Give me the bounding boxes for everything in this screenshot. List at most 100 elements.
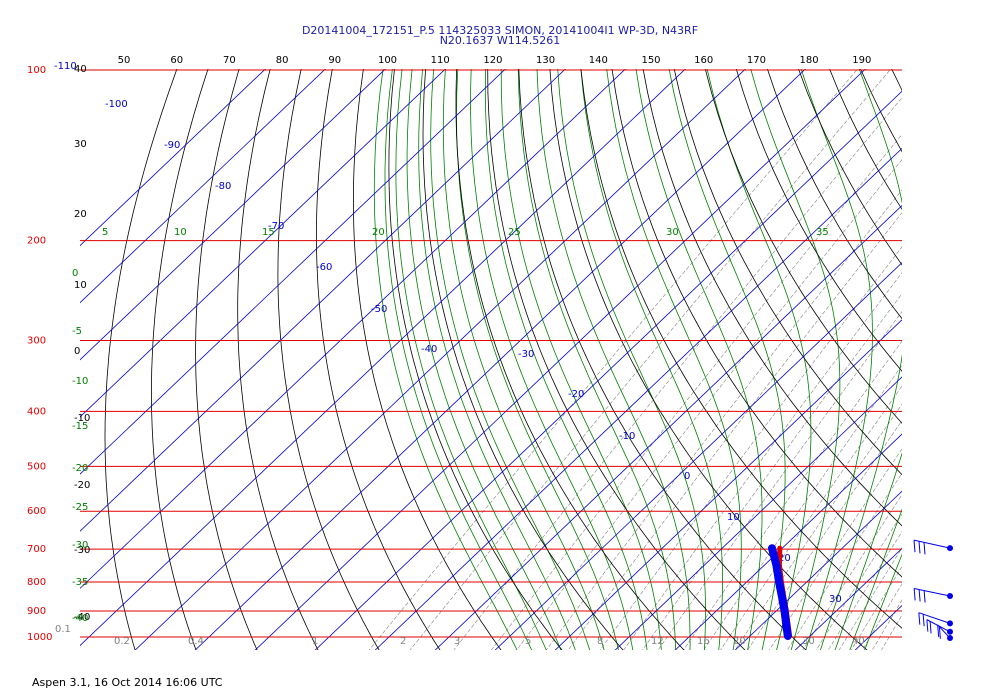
wind-barb-shaft [913,539,951,549]
mixing-ratio-line [703,364,902,650]
moist-adiabat-label: 25 [508,227,521,238]
mixing-ratio-label: 2 [400,636,406,647]
isotherm-label: 20 [778,553,791,564]
dewpoint-profile-point [784,632,792,640]
moist-adiabat-left-label: -10 [72,376,88,387]
pressure-tick-label: 200 [27,236,46,247]
moist-adiabat-line [517,69,677,650]
isotherm-line [80,69,566,532]
dewpoint-profile-point [772,561,781,569]
mixing-ratio-line [881,614,902,650]
mixing-ratio-label: 0.1 [55,624,71,635]
sounding-profiles [768,544,793,640]
isotherm-label: -30 [518,349,534,360]
dry-adiabat-line [910,43,1000,650]
isotherm-line [80,69,386,361]
mixing-ratio-line [720,385,902,650]
isotherm-line [314,90,902,650]
dry-adiabat-line [150,69,209,650]
isotherm-line [494,262,902,650]
isotherm-label: -110 [54,61,77,72]
isotherm-line [854,604,902,650]
mixing-ratio-line [827,531,902,650]
mixing-ratio-line [872,599,902,650]
mixing-ratio-label: 40 [852,636,865,647]
dry-adiabat-line [829,69,902,210]
dry-adiabat-line [941,43,1000,650]
dry-adiabat-line [549,69,868,650]
theta-top-label: 180 [800,55,819,66]
wind-barb-feather [923,590,926,603]
pressure-tick-label: 500 [27,461,46,472]
dry-adiabat-label: -30 [74,545,90,556]
dry-adiabat-line [352,69,502,650]
moist-adiabat-left-label: -15 [72,421,88,432]
moist-adiabat-line [819,69,902,650]
isotherm-label: 30 [829,594,842,605]
mixing-ratio-line [657,311,902,650]
wind-barb-feather [937,624,940,637]
dewpoint-profile-point [775,577,783,585]
moist-adiabat-line [500,69,662,650]
isotherm-line [134,69,746,650]
pressure-tick-label: 700 [27,544,46,555]
mixing-ratio-label: 5 [525,636,531,647]
moist-adiabat-label: 30 [666,227,679,238]
dry-adiabat-line [673,69,902,476]
wind-barb-feather [913,540,916,553]
wind-barb-feather [922,614,925,627]
moist-adiabat-left-label: 0 [72,268,78,279]
dewpoint-profile-point [782,619,790,628]
pressure-tick-label: 300 [27,336,46,347]
moist-adiabat-line [536,69,691,650]
dry-adiabat-line [237,69,319,650]
moist-adiabat-line [750,69,841,650]
theta-top-label: 50 [118,55,131,66]
isotherm-line [80,69,506,475]
wind-barbs [913,539,953,641]
footer-text: Aspen 3.1, 16 Oct 2014 16:06 UTC [32,676,223,689]
mixing-ratio-line [683,340,902,650]
isotherm-line [975,43,1000,650]
isotherm-line [80,69,686,647]
mixing-ratio-label: 12 [651,636,664,647]
moist-adiabat-left-label: -30 [72,540,88,551]
mixing-ratio-line [623,272,902,650]
mixing-ratio-line [838,547,902,650]
mixing-ratio-label: 16 [697,636,710,647]
pressure-tick-label: 800 [27,577,46,588]
dry-adiabat-label: -40 [74,612,90,623]
dry-adiabat-line [455,69,685,650]
mixing-ratio-line [802,494,902,650]
mixing-ratio-line [545,189,902,650]
dry-adiabat-line [642,69,902,527]
moist-adiabat-line [456,69,619,650]
isotherm-line [80,69,446,418]
wind-barb-feather [929,621,932,634]
dewpoint-profile-point [768,544,776,552]
wind-barb-feather [923,542,926,555]
isotherm-line [374,147,902,650]
theta-top-label: 120 [483,55,502,66]
dry-adiabat-line [766,69,902,320]
chart-title: D20141004_172151_P.5 114325033 SIMON, 20… [301,24,699,37]
theta-top-label: 100 [378,55,397,66]
theta-top-label: 160 [694,55,713,66]
mixing-ratio-line [768,448,902,650]
mixing-ratio-line [786,472,902,650]
wind-barb-feather [918,541,921,554]
isotherm-label: -60 [316,262,332,273]
mixing-ratio-line [516,159,902,650]
mixing-ratio-line [642,293,902,650]
dry-adiabats [104,43,1000,650]
moist-adiabat-line [864,553,902,650]
mixing-ratio-label: 3 [454,636,460,647]
moist-adiabat-line [470,69,634,650]
moist-adiabat-line [635,69,763,650]
dry-adiabat-label: 10 [74,280,87,291]
moist-adiabat-line [849,508,902,650]
mixing-ratio-lines [368,69,902,650]
mixing-ratio-line [453,97,902,650]
